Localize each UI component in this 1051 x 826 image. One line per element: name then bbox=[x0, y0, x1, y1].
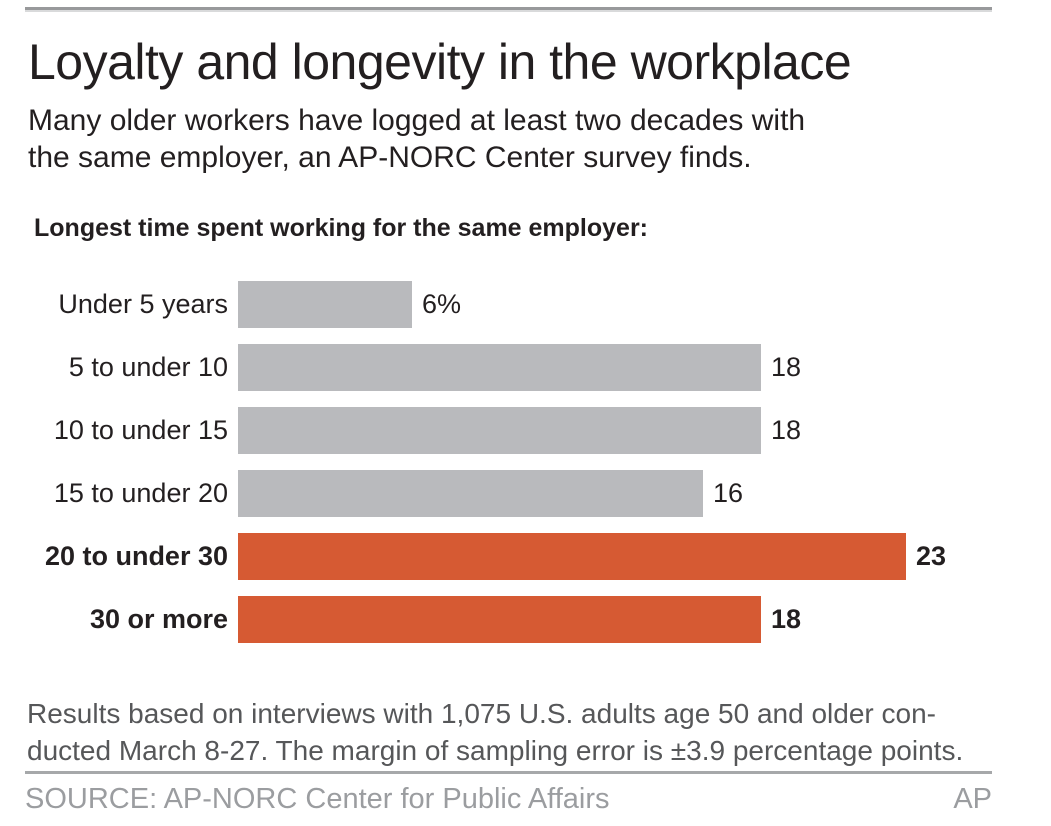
bar-category-label: 30 or more bbox=[89, 604, 228, 634]
footnote: Results based on interviews with 1,075 U… bbox=[27, 695, 963, 769]
footnote-line-1: Results based on interviews with 1,075 U… bbox=[27, 698, 936, 729]
bar-category-label: 5 to under 10 bbox=[68, 352, 228, 382]
footnote-line-2: ducted March 8-27. The margin of samplin… bbox=[27, 735, 964, 766]
bar bbox=[238, 281, 412, 328]
bar-value-label: 23 bbox=[916, 541, 947, 571]
chart-row: Under 5 years 6% bbox=[25, 281, 1035, 328]
ap-logo-text: AP bbox=[953, 783, 992, 815]
chart-row: 30 or more 18 bbox=[25, 596, 1035, 643]
chart-row: 15 to under 20 16 bbox=[25, 470, 1035, 517]
bar-category-label: 20 to under 30 bbox=[44, 541, 228, 571]
footer-rule bbox=[25, 771, 992, 774]
bar-value-label: 18 bbox=[771, 415, 802, 445]
source-credit: SOURCE: AP-NORC Center for Public Affair… bbox=[25, 783, 610, 815]
bar bbox=[238, 470, 703, 517]
chart-row: 10 to under 15 18 bbox=[25, 407, 1035, 454]
bar-value-label: 18 bbox=[771, 352, 802, 382]
bar-category-label: 15 to under 20 bbox=[53, 478, 228, 508]
bar-category-label: Under 5 years bbox=[58, 289, 228, 319]
page-title: Loyalty and longevity in the workplace bbox=[28, 34, 852, 90]
bar bbox=[238, 344, 761, 391]
chart-row: 20 to under 30 23 bbox=[25, 533, 1035, 580]
bar bbox=[238, 407, 761, 454]
top-rule-shadow bbox=[25, 10, 992, 12]
bar bbox=[238, 533, 906, 580]
page-subtitle: Many older workers have logged at least … bbox=[28, 102, 805, 176]
subtitle-line-2: the same employer, an AP-NORC Center sur… bbox=[28, 141, 752, 174]
top-rule bbox=[25, 7, 992, 10]
bar-category-label: 10 to under 15 bbox=[53, 415, 228, 445]
bar bbox=[238, 596, 761, 643]
chart-row: 5 to under 10 18 bbox=[25, 344, 1035, 391]
subtitle-line-1: Many older workers have logged at least … bbox=[28, 104, 806, 137]
footer: SOURCE: AP-NORC Center for Public Affair… bbox=[25, 783, 992, 816]
bar-value-label: 16 bbox=[713, 478, 744, 508]
bar-chart: Under 5 years 6% 5 to under 10 18 10 to unde… bbox=[25, 281, 1035, 659]
bar-value-label: 6% bbox=[422, 289, 462, 319]
chart-title: Longest time spent working for the same … bbox=[34, 214, 649, 242]
bar-value-label: 18 bbox=[771, 604, 802, 634]
